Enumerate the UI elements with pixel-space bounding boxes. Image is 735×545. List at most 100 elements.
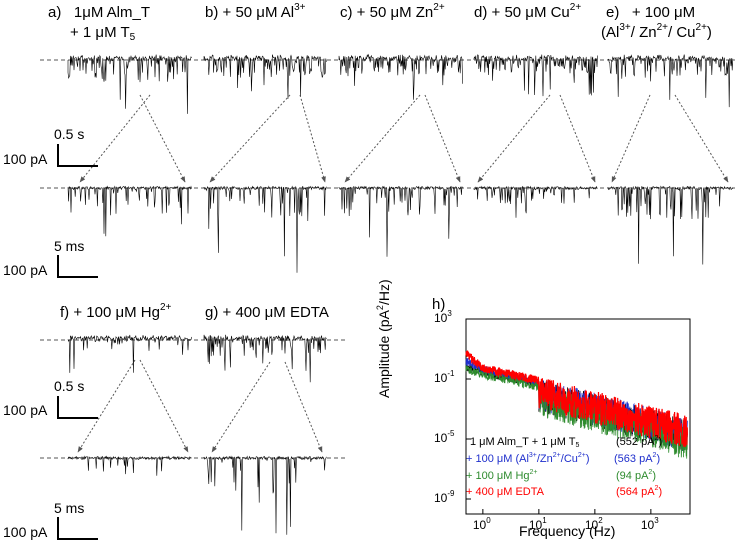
x-tick-label-2: 102 xyxy=(584,516,603,533)
bottom-zoom-current-scale-label: 100 pA xyxy=(3,524,48,540)
zoom-arrow-4 xyxy=(344,94,421,183)
legend-0-value-post: ) xyxy=(658,436,663,448)
x-tick-label-1: 101 xyxy=(528,517,547,533)
legend-1-m1: /Zn xyxy=(536,453,553,465)
zoom-arrow-10 xyxy=(77,359,136,453)
panel-d-text: + 50 μM Cu xyxy=(491,4,570,21)
zoom-trace-0 xyxy=(67,185,192,237)
zoom-time-scale-label: 5 ms xyxy=(54,238,85,254)
y-tick-label-0: 103 xyxy=(434,309,452,326)
legend-2-value-pre: (94 pA xyxy=(616,470,649,482)
legend-3-value-pre: (564 pA xyxy=(616,486,655,498)
legend-0-value: (552 pA2) xyxy=(616,435,663,448)
x-tick-base-1: 10 xyxy=(528,518,543,532)
legend-2-value-sup: 2 xyxy=(648,469,653,476)
y-tick-base-1: 10 xyxy=(434,371,448,385)
panel-c-label: c) + 50 μM Zn2+ xyxy=(340,2,445,22)
legend-3-value-sup: 2 xyxy=(654,485,659,492)
zoom-arrow-7 xyxy=(559,94,596,183)
power-spectrum-plot xyxy=(465,318,691,515)
top-current-scale-label: 100 pA xyxy=(3,151,48,167)
bottom-zoom-time-scale-label: 5 ms xyxy=(54,500,85,516)
legend-1-s3: 2+ xyxy=(577,452,586,459)
legend-2-value: (94 pA2) xyxy=(616,469,656,482)
legend-3-value: (564 pA2) xyxy=(616,485,663,498)
legend-2-sup: 2+ xyxy=(529,469,538,476)
zoom-trace-1 xyxy=(203,185,327,273)
y-tick-exp-2: -5 xyxy=(447,429,455,438)
zoom-current-scale-label: 100 pA xyxy=(3,262,48,278)
panel-e-line2-post: ) xyxy=(706,24,712,41)
current-traces xyxy=(40,53,735,535)
panel-g-label: g) + 400 μM EDTA xyxy=(205,304,329,322)
y-tick-exp-0: 3 xyxy=(447,309,452,318)
zoom-arrow-12 xyxy=(211,361,271,453)
bottom-scale-bar xyxy=(57,396,98,419)
zoom-trace-4 xyxy=(607,185,734,265)
zoom-trace-3 xyxy=(473,185,598,218)
bottom-zoom-trace-0 xyxy=(67,455,192,476)
y-tick-base-3: 10 xyxy=(434,491,448,505)
bottom-time-scale-label: 0.5 s xyxy=(54,378,85,394)
panel-f-letter: f) xyxy=(60,304,70,321)
legend-3-label: + 400 μM EDTA xyxy=(466,486,544,498)
panel-a-letter: a) xyxy=(48,4,62,21)
legend-0-sub: 5 xyxy=(575,442,580,449)
top-trace-1 xyxy=(203,54,327,99)
panel-g-letter: g) xyxy=(205,304,219,321)
zoom-arrow-6 xyxy=(477,94,551,183)
panel-f-label: f) + 100 μM Hg2+ xyxy=(60,302,172,322)
legend-entry-2: + 100 μM Hg2+ (94 pA2) xyxy=(466,469,656,482)
bottom-current-scale-label: 100 pA xyxy=(3,402,48,418)
panel-e-line2-s2: 2+ xyxy=(656,22,668,33)
zoom-arrow-3 xyxy=(299,94,326,183)
zoom-arrow-2 xyxy=(209,94,291,183)
legend-entry-0: 1 μM Alm_T + 1 μM T5 (552 pA2) xyxy=(470,435,662,449)
y-tick-label-3: 10-9 xyxy=(434,490,454,506)
legend-2-label: + 100 μM Hg xyxy=(466,470,530,482)
legend-2-value-post: ) xyxy=(652,470,656,482)
panel-d-sup: 2+ xyxy=(569,2,582,13)
x-tick-exp-2: 2 xyxy=(598,516,603,525)
bottom-trace-0 xyxy=(67,334,192,373)
y-tick-base-0: 10 xyxy=(434,311,448,325)
x-tick-base-0: 10 xyxy=(472,518,487,532)
legend-1-value-sup: 2 xyxy=(652,452,657,459)
y-tick-label-1: 10-1 xyxy=(434,370,454,386)
panel-d-label: d) + 50 μM Cu2+ xyxy=(474,2,582,22)
panel-b-letter: b) xyxy=(205,4,219,21)
panel-c-sup: 2+ xyxy=(433,2,445,13)
legend-3-value-post: ) xyxy=(658,486,663,498)
zoom-arrow-8 xyxy=(611,94,651,183)
ylabel-post: /Hz) xyxy=(376,279,392,306)
panel-g-text: + 400 μM EDTA xyxy=(222,304,329,321)
panel-e-label-line2: (Al3+/ Zn2+/ Cu2+) xyxy=(601,22,712,42)
top-trace-3 xyxy=(473,54,598,97)
spectrum-frame xyxy=(465,318,691,515)
top-trace-4 xyxy=(607,54,734,108)
legend-1-m2: /Cu xyxy=(560,453,578,465)
zoom-trace-2 xyxy=(338,185,463,257)
panel-b-label: b) + 50 μM Al3+ xyxy=(205,3,306,22)
bottom-zoom-scale-bar xyxy=(57,517,98,540)
bottom-trace-1 xyxy=(203,334,327,383)
top-trace-0 xyxy=(67,54,192,114)
zoom-arrow-9 xyxy=(674,94,729,183)
panel-e-line2-s1: 3+ xyxy=(619,22,631,33)
legend-1-value: (563 pA2) xyxy=(614,452,660,465)
y-tick-label-2: 10-5 xyxy=(434,429,455,446)
x-tick-exp-3: 3 xyxy=(654,516,659,525)
top-scale-bar xyxy=(57,144,98,167)
panel-f-sup: 2+ xyxy=(159,302,172,313)
zoom-arrow-1 xyxy=(139,94,186,183)
x-tick-label-3: 103 xyxy=(641,516,659,533)
panel-c-letter: c) xyxy=(340,4,353,21)
panel-a-label-line2: + 1 μM T5 xyxy=(70,24,135,43)
legend-1-s2: 2+ xyxy=(552,452,561,459)
legend-0-label: 1 μM Alm_T + 1 μM T xyxy=(470,436,576,448)
bottom-zoom-trace-1 xyxy=(203,455,327,535)
x-tick-exp-0: 0 xyxy=(486,516,491,525)
panel-e-label: e) + 100 μM xyxy=(606,4,695,22)
x-tick-base-2: 10 xyxy=(584,518,599,532)
